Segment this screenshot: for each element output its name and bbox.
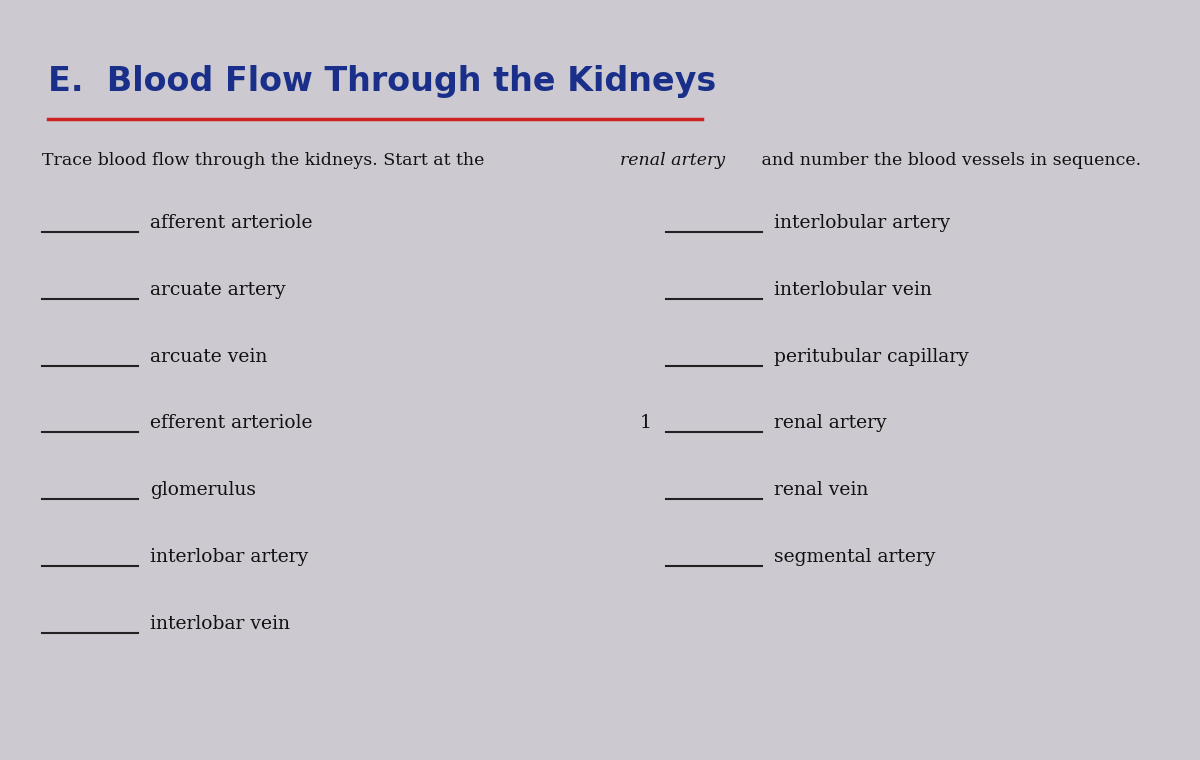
Text: 1: 1 — [640, 414, 652, 432]
Text: renal artery: renal artery — [620, 152, 725, 169]
Text: E.  Blood Flow Through the Kidneys: E. Blood Flow Through the Kidneys — [48, 65, 716, 97]
Text: arcuate vein: arcuate vein — [150, 347, 268, 366]
Text: arcuate artery: arcuate artery — [150, 280, 286, 299]
Text: glomerulus: glomerulus — [150, 481, 256, 499]
Text: interlobar vein: interlobar vein — [150, 615, 290, 633]
Text: interlobular artery: interlobular artery — [774, 214, 950, 232]
Text: renal artery: renal artery — [774, 414, 887, 432]
Text: interlobar artery: interlobar artery — [150, 548, 308, 566]
Text: renal vein: renal vein — [774, 481, 869, 499]
Text: and number the blood vessels in sequence.: and number the blood vessels in sequence… — [756, 152, 1141, 169]
Text: efferent arteriole: efferent arteriole — [150, 414, 312, 432]
Text: segmental artery: segmental artery — [774, 548, 935, 566]
Text: interlobular vein: interlobular vein — [774, 280, 932, 299]
Text: peritubular capillary: peritubular capillary — [774, 347, 968, 366]
Text: Trace blood flow through the kidneys. Start at the: Trace blood flow through the kidneys. St… — [42, 152, 490, 169]
Text: afferent arteriole: afferent arteriole — [150, 214, 312, 232]
